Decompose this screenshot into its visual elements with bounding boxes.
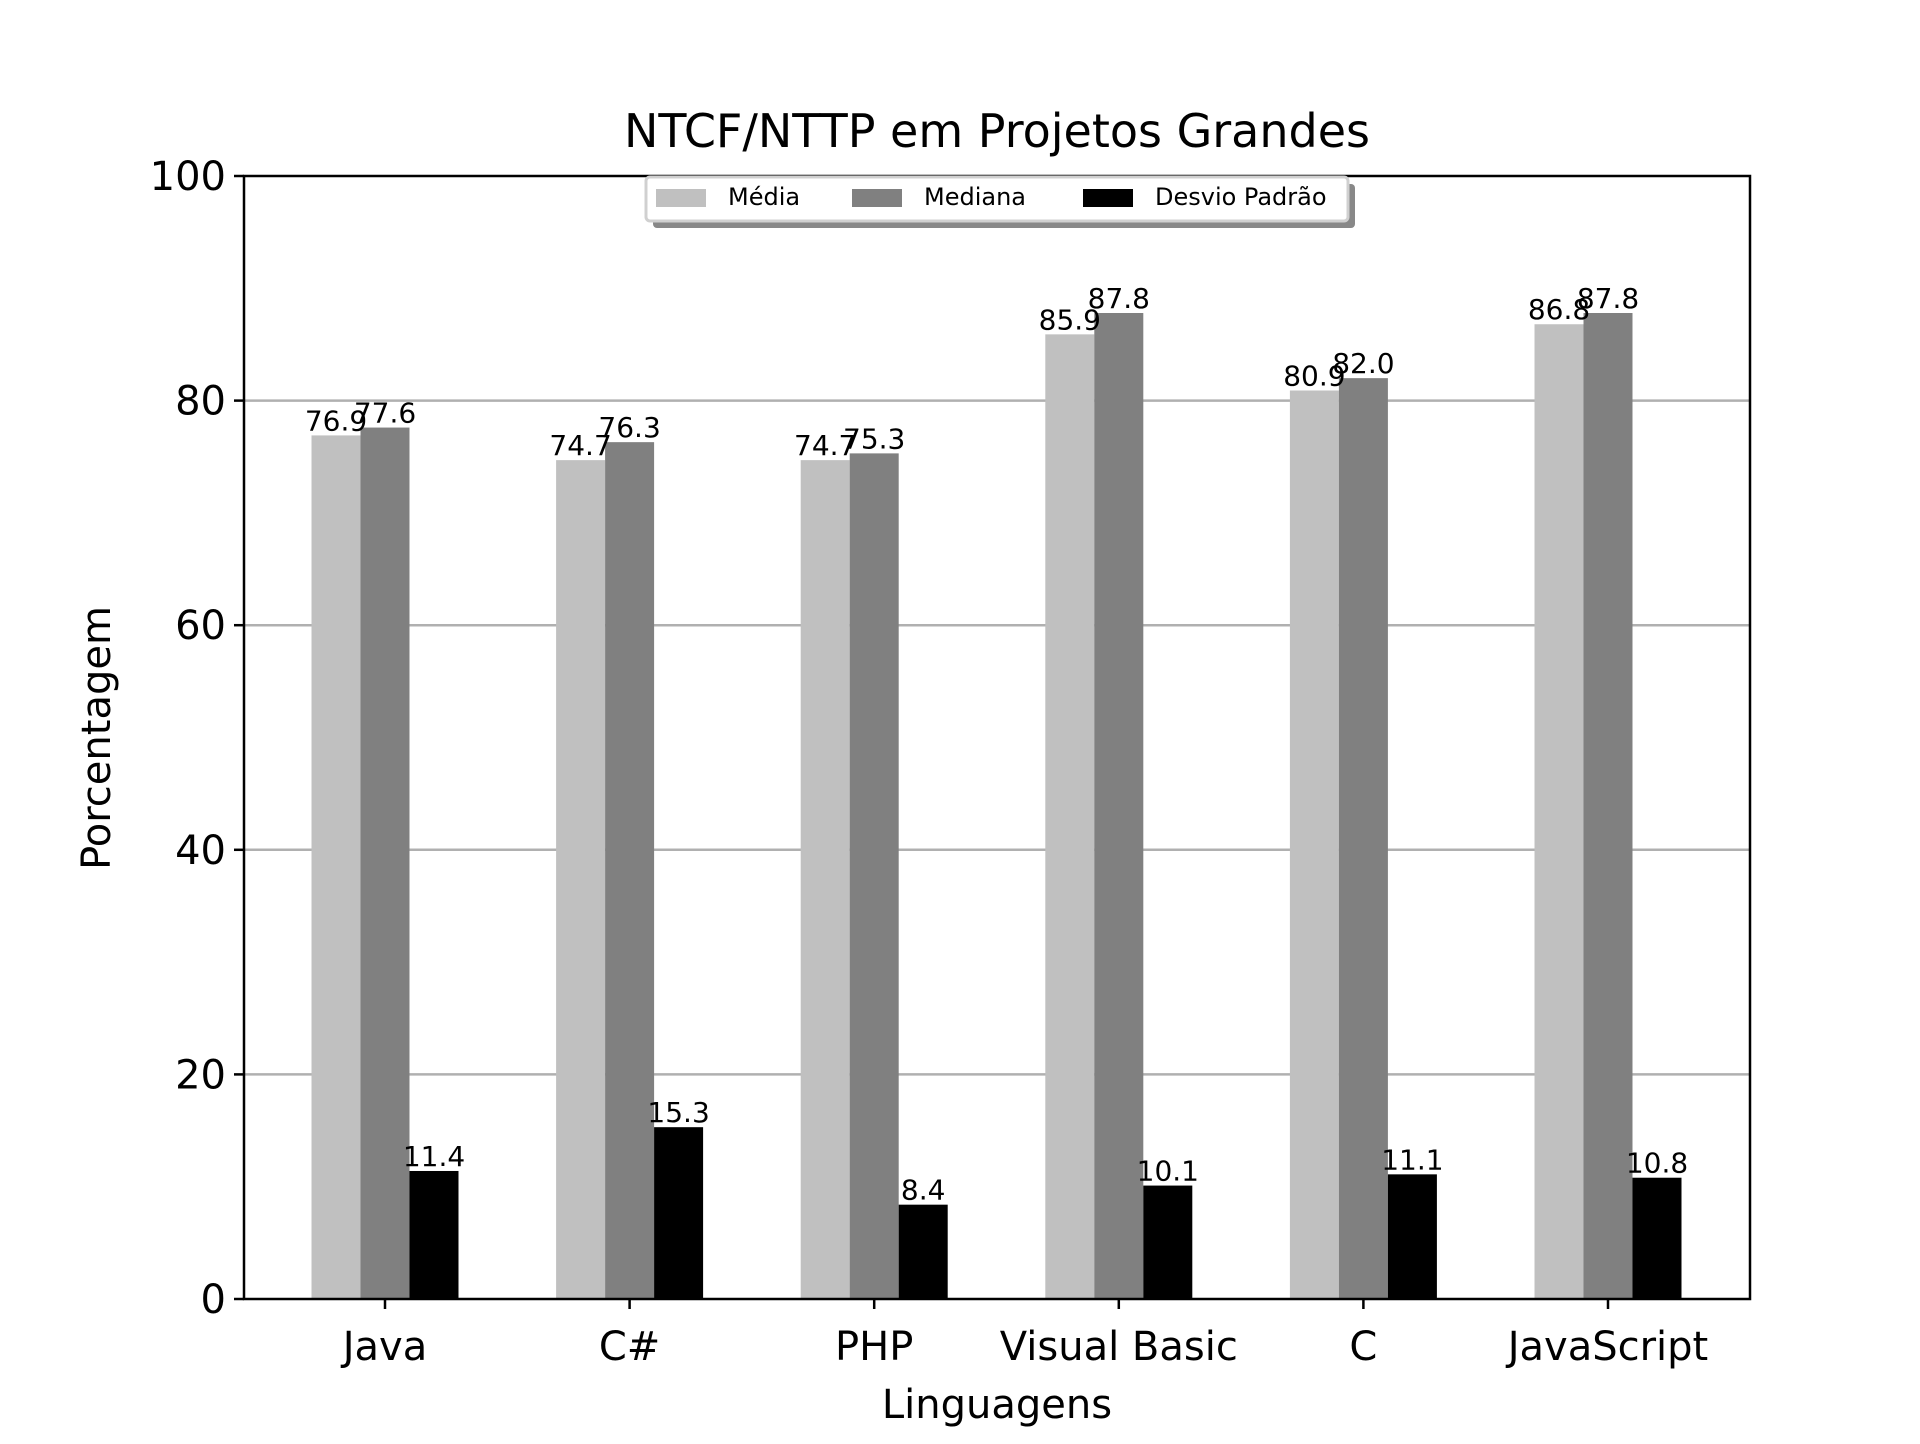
- x-tick-label: C: [1349, 1324, 1377, 1370]
- bar: [654, 1127, 704, 1299]
- x-axis-title: Linguagens: [882, 1382, 1112, 1428]
- data-label: 11.1: [1381, 1143, 1443, 1176]
- bar: [556, 460, 606, 1299]
- data-label: 86.8: [1528, 293, 1590, 326]
- bars: [311, 313, 1682, 1300]
- y-tick-label: 0: [201, 1277, 226, 1323]
- data-label: 87.8: [1088, 282, 1150, 315]
- bar: [1387, 1174, 1437, 1299]
- data-label: 74.7: [794, 429, 856, 462]
- data-label: 75.3: [843, 422, 905, 455]
- bar: [1583, 313, 1633, 1300]
- bar: [1632, 1177, 1682, 1299]
- x-tick-label: Visual Basic: [1000, 1324, 1238, 1370]
- bar: [1045, 334, 1095, 1299]
- data-label: 82.0: [1332, 347, 1394, 380]
- x-tick-label: JavaScript: [1505, 1324, 1709, 1370]
- bar: [1143, 1185, 1193, 1299]
- data-label: 10.8: [1626, 1147, 1688, 1180]
- x-axis: Java C# PHP Visual Basic C JavaScript: [340, 1299, 1709, 1370]
- bar: [1094, 313, 1144, 1300]
- data-label: 76.9: [305, 404, 367, 437]
- data-label: 10.1: [1137, 1155, 1199, 1188]
- bar: [311, 435, 361, 1300]
- y-tick-label: 40: [175, 828, 226, 874]
- legend-swatch: [1083, 189, 1133, 207]
- y-axis: 0 20 40 60 80 100: [150, 154, 244, 1323]
- bar: [360, 427, 410, 1299]
- legend-label: Mediana: [924, 183, 1026, 211]
- gridlines: [244, 399, 1750, 1076]
- bar: [898, 1204, 948, 1299]
- legend-swatch: [852, 189, 902, 207]
- legend: Média Mediana Desvio Padrão: [644, 175, 1355, 228]
- data-label: 77.6: [354, 397, 416, 430]
- data-label: 87.8: [1577, 282, 1639, 315]
- bar: [849, 453, 899, 1300]
- bar: [605, 442, 655, 1299]
- y-tick-label: 80: [175, 379, 226, 425]
- data-label: 11.4: [403, 1140, 465, 1173]
- x-tick-label: PHP: [835, 1324, 913, 1370]
- data-label: 74.7: [549, 429, 611, 462]
- data-label: 8.4: [901, 1174, 946, 1207]
- y-tick-label: 20: [175, 1052, 226, 1098]
- y-tick-label: 100: [150, 154, 226, 200]
- bar: [409, 1170, 459, 1299]
- bar: [1289, 390, 1339, 1299]
- bar: [1338, 378, 1388, 1299]
- y-axis-title: Porcentagem: [74, 606, 120, 870]
- data-labels: 76.977.611.474.776.315.374.775.38.485.98…: [305, 282, 1688, 1207]
- legend-box: [644, 175, 1350, 223]
- legend-swatch: [656, 189, 706, 207]
- data-label: 80.9: [1283, 359, 1345, 392]
- data-label: 76.3: [598, 411, 660, 444]
- bar: [1534, 324, 1584, 1300]
- y-tick-label: 60: [175, 603, 226, 649]
- legend-label: Desvio Padrão: [1155, 183, 1327, 211]
- data-label: 15.3: [647, 1096, 709, 1129]
- chart-title: NTCF/NTTP em Projetos Grandes: [624, 104, 1370, 158]
- data-label: 85.9: [1039, 303, 1101, 336]
- plot-frame: [242, 174, 1752, 1301]
- x-tick-label: Java: [340, 1324, 428, 1370]
- bar: [800, 460, 850, 1299]
- legend-label: Média: [728, 183, 800, 211]
- x-tick-label: C#: [599, 1324, 660, 1370]
